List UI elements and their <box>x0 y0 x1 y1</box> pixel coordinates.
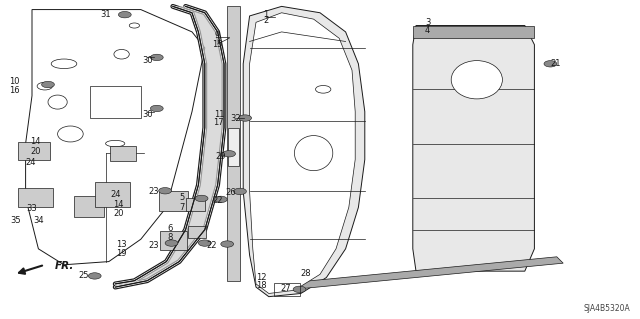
Text: 27: 27 <box>281 284 291 293</box>
Circle shape <box>165 240 178 246</box>
Circle shape <box>214 196 227 203</box>
Text: 25: 25 <box>78 271 88 280</box>
Polygon shape <box>115 6 224 287</box>
Circle shape <box>198 240 211 246</box>
Text: 30: 30 <box>142 110 152 119</box>
Text: 26: 26 <box>225 189 236 197</box>
Text: 18: 18 <box>256 281 266 290</box>
Polygon shape <box>228 128 239 166</box>
Text: 14: 14 <box>113 200 124 209</box>
Text: 6: 6 <box>167 224 172 233</box>
Bar <box>274 283 300 296</box>
Circle shape <box>159 188 172 194</box>
Text: 4: 4 <box>425 26 430 35</box>
Text: 20: 20 <box>30 147 40 156</box>
Text: 13: 13 <box>116 240 127 249</box>
Text: 29: 29 <box>216 152 226 161</box>
Text: 12: 12 <box>256 273 266 282</box>
Text: 11: 11 <box>214 110 224 119</box>
Polygon shape <box>413 26 534 38</box>
Text: 14: 14 <box>30 137 40 146</box>
FancyBboxPatch shape <box>159 191 188 211</box>
Text: SJA4B5320A: SJA4B5320A <box>584 304 630 313</box>
Text: 30: 30 <box>142 56 152 65</box>
Text: 33: 33 <box>27 204 37 213</box>
Text: 2: 2 <box>263 16 268 25</box>
Text: 22: 22 <box>206 241 216 250</box>
Polygon shape <box>294 257 563 289</box>
Polygon shape <box>26 10 205 265</box>
Text: 19: 19 <box>116 249 127 258</box>
FancyBboxPatch shape <box>188 226 206 238</box>
Text: 10: 10 <box>9 77 19 86</box>
Text: 15: 15 <box>212 40 223 49</box>
Text: 34: 34 <box>33 216 44 225</box>
Text: 24: 24 <box>110 190 120 199</box>
Circle shape <box>239 115 252 121</box>
Text: 8: 8 <box>167 233 172 242</box>
Polygon shape <box>227 6 240 281</box>
Text: 17: 17 <box>214 118 224 127</box>
Circle shape <box>234 188 246 195</box>
Text: 31: 31 <box>100 10 111 19</box>
Circle shape <box>88 273 101 279</box>
Text: 23: 23 <box>148 241 159 250</box>
FancyBboxPatch shape <box>74 196 104 217</box>
Text: 7: 7 <box>180 203 185 212</box>
Circle shape <box>118 11 131 18</box>
FancyBboxPatch shape <box>186 198 205 211</box>
Circle shape <box>221 241 234 247</box>
FancyBboxPatch shape <box>18 142 50 160</box>
Circle shape <box>223 151 236 157</box>
Text: 35: 35 <box>11 216 21 225</box>
Circle shape <box>293 286 306 293</box>
Circle shape <box>42 81 54 88</box>
FancyBboxPatch shape <box>110 146 136 161</box>
Polygon shape <box>413 26 534 271</box>
Text: 16: 16 <box>9 86 19 95</box>
Text: 20: 20 <box>113 209 124 218</box>
FancyBboxPatch shape <box>95 182 130 207</box>
Circle shape <box>150 54 163 61</box>
Circle shape <box>150 105 163 112</box>
Text: 3: 3 <box>425 18 430 27</box>
Circle shape <box>544 61 557 67</box>
Text: 5: 5 <box>180 193 185 202</box>
Text: 24: 24 <box>26 158 36 167</box>
Text: 32: 32 <box>230 114 241 122</box>
Text: 28: 28 <box>300 269 310 278</box>
Circle shape <box>195 195 208 202</box>
Ellipse shape <box>451 61 502 99</box>
Text: 22: 22 <box>212 197 223 205</box>
Text: 1: 1 <box>263 10 268 19</box>
Polygon shape <box>250 13 355 293</box>
Text: 9: 9 <box>215 31 220 40</box>
Text: 23: 23 <box>148 187 159 196</box>
Polygon shape <box>243 6 365 297</box>
Polygon shape <box>90 86 141 118</box>
Text: FR.: FR. <box>54 261 74 271</box>
FancyBboxPatch shape <box>18 188 53 207</box>
Text: 21: 21 <box>550 59 561 68</box>
FancyBboxPatch shape <box>160 231 187 250</box>
